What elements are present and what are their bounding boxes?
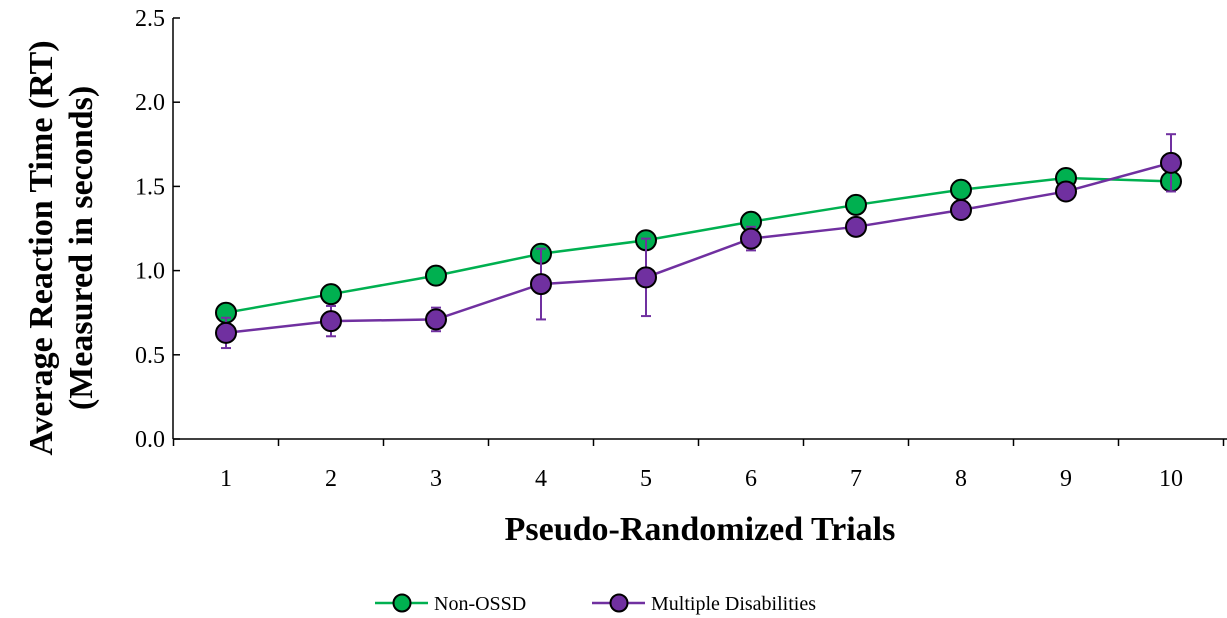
data-point	[320, 283, 342, 306]
data-point	[215, 321, 237, 344]
data-point	[635, 266, 657, 289]
y-axis-ticks: 0.0 0.5 1.0 1.5 2.0 2.5	[135, 6, 180, 453]
x-axis-ticks: 1 2 3 4 5 6 7 8 9 10	[172, 439, 1225, 492]
y-axis-title-line-1: Average Reaction Time (RT)	[23, 40, 60, 455]
data-point	[950, 198, 972, 221]
legend: Non-OSSD Multiple Disabilities	[375, 593, 816, 615]
x-tick-label: 7	[850, 466, 862, 492]
data-point	[1160, 151, 1182, 174]
y-axis-title: Average Reaction Time (RT) (Measured in …	[23, 40, 100, 455]
data-point	[530, 273, 552, 296]
data-point	[425, 264, 447, 287]
x-tick-label: 2	[325, 466, 337, 492]
legend-label-multiple-disabilities: Multiple Disabilities	[651, 593, 816, 615]
x-tick-label: 5	[640, 466, 652, 492]
x-tick-label: 1	[220, 466, 232, 492]
y-tick-label: 1.0	[135, 259, 165, 285]
x-tick-label: 10	[1159, 466, 1183, 492]
x-tick-label: 3	[430, 466, 442, 492]
legend-item-multiple-disabilities: Multiple Disabilities	[592, 593, 816, 615]
series-line	[225, 176, 1172, 314]
series-non-ossd	[215, 166, 1182, 324]
y-tick-label: 1.5	[135, 174, 165, 200]
series-layer	[215, 133, 1182, 350]
y-tick-label: 0.0	[135, 427, 165, 453]
legend-label-non-ossd: Non-OSSD	[434, 593, 526, 615]
legend-marker-non-ossd	[392, 593, 412, 613]
data-point	[845, 215, 867, 238]
data-point	[425, 308, 447, 331]
x-axis-title: Pseudo-Randomized Trials	[505, 511, 896, 548]
series-line	[225, 161, 1172, 335]
y-tick-label: 0.5	[135, 343, 165, 369]
legend-item-non-ossd: Non-OSSD	[375, 593, 526, 615]
data-point	[740, 227, 762, 250]
x-tick-label: 6	[745, 466, 757, 492]
y-tick-label: 2.0	[135, 90, 165, 116]
legend-marker-multiple-disabilities	[609, 593, 629, 613]
data-point	[950, 178, 972, 201]
data-point	[1055, 180, 1077, 203]
y-axis-title-line-2: (Measured in seconds)	[63, 86, 100, 410]
x-tick-label: 4	[535, 466, 547, 492]
x-tick-label: 8	[955, 466, 967, 492]
data-point	[320, 310, 342, 333]
data-point	[845, 193, 867, 216]
y-tick-label: 2.5	[135, 6, 165, 32]
x-tick-label: 9	[1060, 466, 1072, 492]
series-multiple-disabilities	[215, 133, 1182, 350]
axes	[172, 18, 1227, 440]
